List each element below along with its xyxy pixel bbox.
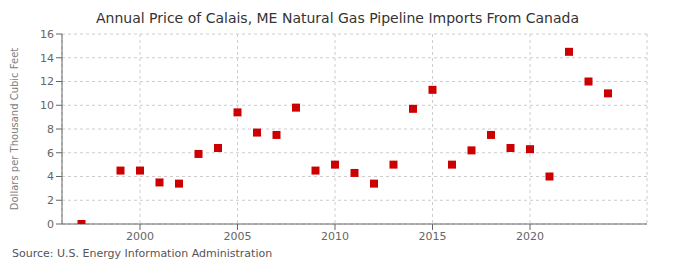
html-text:Annual Price of Calais, ME Nat: Annual Price of Calais, ME Natural Gas P…: [96, 10, 579, 26]
svg-text:0: 0: [47, 218, 54, 231]
svg-text:2020: 2020: [516, 230, 544, 243]
html-text:Source: U.S. Energy Informatio: Source: U.S. Energy Information Administ…: [12, 247, 273, 260]
svg-text:8: 8: [47, 123, 54, 136]
svg-text:2000: 2000: [126, 230, 154, 243]
svg-text:2010: 2010: [321, 230, 349, 243]
svg-text:4: 4: [47, 170, 54, 183]
svg-text:2015: 2015: [419, 230, 447, 243]
svg-text:6: 6: [47, 147, 54, 160]
svg-text:2005: 2005: [224, 230, 252, 243]
svg-text:14: 14: [40, 52, 54, 65]
svg-text:10: 10: [40, 99, 54, 112]
svg-text:12: 12: [40, 75, 54, 88]
svg-text:2: 2: [47, 194, 54, 207]
svg-text:16: 16: [40, 28, 54, 41]
svg-text:Dollars per Thousand Cubic Fee: Dollars per Thousand Cubic Feet: [9, 48, 20, 211]
